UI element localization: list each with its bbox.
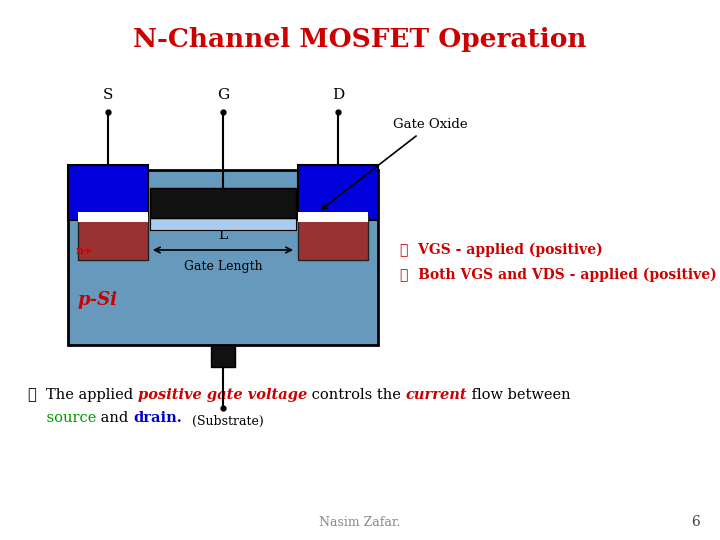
Bar bbox=[298, 215, 368, 260]
Text: ❖  Both VGS and VDS - applied (positive): ❖ Both VGS and VDS - applied (positive) bbox=[400, 268, 716, 282]
Bar bbox=[298, 165, 378, 220]
Text: ❖  The applied: ❖ The applied bbox=[28, 388, 138, 402]
Text: n+: n+ bbox=[76, 245, 94, 255]
Bar bbox=[78, 215, 148, 260]
Text: L: L bbox=[218, 228, 228, 242]
Text: S: S bbox=[103, 88, 113, 102]
Text: (Substrate): (Substrate) bbox=[192, 415, 264, 428]
Text: flow between: flow between bbox=[467, 388, 571, 402]
Text: ❖  VGS - applied (positive): ❖ VGS - applied (positive) bbox=[400, 243, 603, 257]
Bar bbox=[298, 212, 368, 222]
Text: source: source bbox=[28, 411, 96, 425]
Text: N-Channel MOSFET Operation: N-Channel MOSFET Operation bbox=[133, 28, 587, 52]
Text: Nasim Zafar.: Nasim Zafar. bbox=[319, 516, 401, 529]
Text: D: D bbox=[332, 88, 344, 102]
Text: drain.: drain. bbox=[133, 411, 182, 425]
Text: Gate Length: Gate Length bbox=[184, 260, 262, 273]
Text: Gate Oxide: Gate Oxide bbox=[322, 118, 467, 209]
Text: G: G bbox=[217, 88, 229, 102]
Text: p-Si: p-Si bbox=[78, 291, 118, 309]
Text: 6: 6 bbox=[691, 515, 700, 529]
Bar bbox=[68, 165, 148, 220]
Bar bbox=[150, 218, 296, 230]
Text: positive gate voltage: positive gate voltage bbox=[138, 388, 307, 402]
Text: controls the: controls the bbox=[307, 388, 405, 402]
Bar bbox=[78, 212, 148, 222]
Bar bbox=[211, 345, 235, 367]
Bar bbox=[150, 188, 296, 218]
Text: and: and bbox=[96, 411, 133, 425]
Bar bbox=[68, 170, 378, 345]
Text: current: current bbox=[405, 388, 467, 402]
